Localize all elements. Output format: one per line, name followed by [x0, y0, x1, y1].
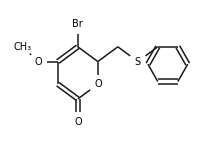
Text: O: O — [74, 116, 82, 127]
Text: O: O — [34, 57, 42, 67]
Text: S: S — [135, 57, 141, 67]
Text: O: O — [94, 79, 102, 89]
Text: Br: Br — [72, 19, 83, 29]
Text: CH₃: CH₃ — [14, 42, 32, 52]
